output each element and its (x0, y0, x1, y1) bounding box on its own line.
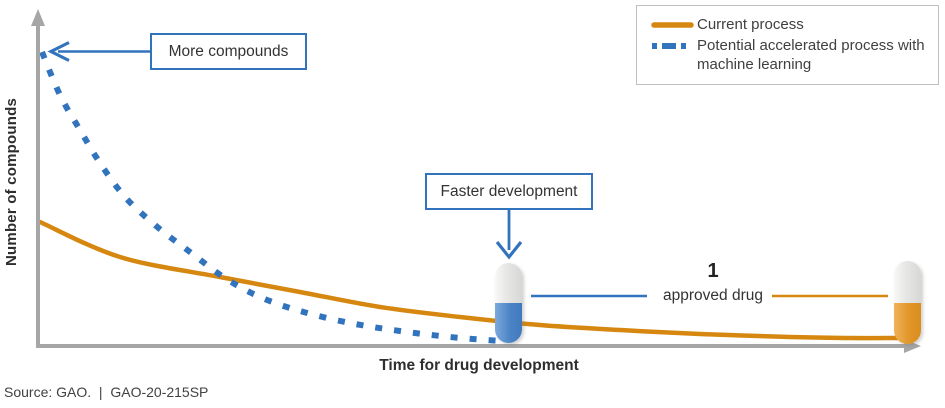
approved-drug-count: 1 (707, 260, 719, 282)
curve-current-process (37, 219, 913, 341)
blue-capsule-bottom (495, 303, 522, 343)
x-axis-label: Time for drug development (379, 357, 579, 374)
left-arrow-icon (47, 41, 150, 62)
blue-capsule-icon (495, 263, 522, 343)
orange-capsule-icon (894, 261, 921, 344)
faster-development-callout: Faster development (425, 173, 593, 210)
more-compounds-callout: More compounds (150, 33, 307, 70)
solid-line-swatch-icon (651, 22, 694, 28)
blue-capsule-top (495, 263, 522, 303)
legend-label-current: Current process (697, 16, 804, 33)
y-axis-arrow-icon (31, 9, 45, 26)
legend-item-accelerated: Potential accelerated process with machi… (651, 36, 928, 74)
approved-drug-label: approved drug (663, 287, 763, 304)
legend-label-accelerated: Potential accelerated process with machi… (697, 37, 925, 73)
more-compounds-label: More compounds (168, 42, 289, 60)
legend-item-current: Current process (651, 15, 928, 34)
y-axis-label: Number of compounds (3, 98, 20, 266)
down-arrow-icon (495, 210, 523, 260)
orange-capsule-top (894, 261, 921, 303)
faster-development-label: Faster development (440, 182, 578, 200)
legend: Current process Potential accelerated pr… (636, 5, 939, 85)
dotted-line-swatch-icon (652, 43, 688, 49)
curve-accelerated-process (39, 50, 501, 344)
orange-capsule-bottom (894, 302, 921, 344)
source-note: Source: GAO. | GAO-20-215SP (4, 384, 209, 400)
